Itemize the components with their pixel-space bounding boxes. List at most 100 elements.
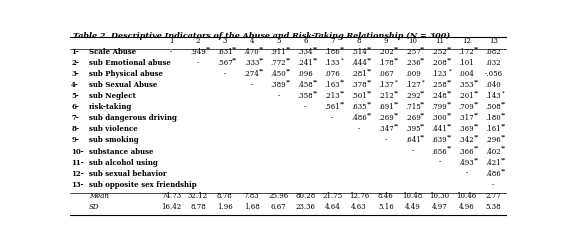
Text: .076: .076 xyxy=(324,70,340,78)
Text: .161: .161 xyxy=(485,126,501,134)
Text: 3: 3 xyxy=(222,37,227,45)
Text: .269: .269 xyxy=(405,114,421,122)
Text: 4.49: 4.49 xyxy=(405,203,421,211)
Text: **: ** xyxy=(367,90,372,96)
Text: .444: .444 xyxy=(351,59,367,67)
Text: **: ** xyxy=(447,124,453,129)
Text: 6: 6 xyxy=(303,37,307,45)
Text: 1.68: 1.68 xyxy=(244,203,260,211)
Text: -: - xyxy=(304,103,306,111)
Text: 12-: 12- xyxy=(72,170,84,178)
Text: **: ** xyxy=(259,68,265,73)
Text: 16.42: 16.42 xyxy=(161,203,181,211)
Text: **: ** xyxy=(233,46,238,51)
Text: **: ** xyxy=(501,146,506,151)
Text: risk-taking: risk-taking xyxy=(89,103,132,111)
Text: 8.78: 8.78 xyxy=(190,203,206,211)
Text: **: ** xyxy=(501,157,506,162)
Text: -: - xyxy=(412,148,414,156)
Text: .101: .101 xyxy=(458,59,474,67)
Text: .458: .458 xyxy=(297,81,313,89)
Text: -: - xyxy=(278,92,280,100)
Text: 21.75: 21.75 xyxy=(322,192,342,200)
Text: 2.77: 2.77 xyxy=(485,192,501,200)
Text: .641: .641 xyxy=(405,136,421,144)
Text: -: - xyxy=(492,181,494,189)
Text: 12.76: 12.76 xyxy=(349,192,369,200)
Text: 4-: 4- xyxy=(72,81,79,89)
Text: **: ** xyxy=(421,135,426,140)
Text: .514: .514 xyxy=(351,48,367,56)
Text: .269: .269 xyxy=(378,114,394,122)
Text: .421: .421 xyxy=(485,158,501,166)
Text: 4.63: 4.63 xyxy=(351,203,367,211)
Text: **: ** xyxy=(447,57,453,62)
Text: .067: .067 xyxy=(378,70,394,78)
Text: 5.38: 5.38 xyxy=(485,203,501,211)
Text: **: ** xyxy=(421,113,426,118)
Text: sub dangerous driving: sub dangerous driving xyxy=(89,114,177,122)
Text: .178: .178 xyxy=(378,59,394,67)
Text: .334: .334 xyxy=(298,48,313,56)
Text: **: ** xyxy=(501,113,506,118)
Text: **: ** xyxy=(286,80,291,84)
Text: **: ** xyxy=(474,146,479,151)
Text: 12: 12 xyxy=(462,37,471,45)
Text: 9-: 9- xyxy=(72,136,79,144)
Text: .450: .450 xyxy=(271,70,287,78)
Text: **: ** xyxy=(286,46,291,51)
Text: .213: .213 xyxy=(324,92,340,100)
Text: **: ** xyxy=(447,102,453,106)
Text: .508: .508 xyxy=(485,103,501,111)
Text: **: ** xyxy=(286,57,291,62)
Text: .202: .202 xyxy=(378,48,394,56)
Text: 4: 4 xyxy=(249,37,254,45)
Text: **: ** xyxy=(339,90,345,96)
Text: .281: .281 xyxy=(351,70,367,78)
Text: .799: .799 xyxy=(432,103,448,111)
Text: .567: .567 xyxy=(217,59,233,67)
Text: .296: .296 xyxy=(485,136,501,144)
Text: .353: .353 xyxy=(459,81,474,89)
Text: **: ** xyxy=(474,157,479,162)
Text: .709: .709 xyxy=(458,103,474,111)
Text: Table 2  Descriptive Indicators of the Abuse and Risk-Taking Relationship (N = 3: Table 2 Descriptive Indicators of the Ab… xyxy=(73,32,450,40)
Text: .656: .656 xyxy=(432,148,448,156)
Text: .258: .258 xyxy=(432,81,448,89)
Text: 25.96: 25.96 xyxy=(269,192,289,200)
Text: *: * xyxy=(395,80,397,84)
Text: **: ** xyxy=(367,102,372,106)
Text: sub Emotional abuse: sub Emotional abuse xyxy=(89,59,171,67)
Text: SD: SD xyxy=(89,203,100,211)
Text: .212: .212 xyxy=(378,92,394,100)
Text: **: ** xyxy=(474,46,479,51)
Text: **: ** xyxy=(394,124,399,129)
Text: .347: .347 xyxy=(378,126,394,134)
Text: -: - xyxy=(170,48,172,56)
Text: -: - xyxy=(196,59,199,67)
Text: Mean: Mean xyxy=(89,192,109,200)
Text: **: ** xyxy=(474,80,479,84)
Text: .715: .715 xyxy=(405,103,421,111)
Text: 7: 7 xyxy=(330,37,334,45)
Text: -: - xyxy=(385,136,387,144)
Text: .133: .133 xyxy=(324,59,340,67)
Text: 32.12: 32.12 xyxy=(188,192,208,200)
Text: 4.97: 4.97 xyxy=(432,203,448,211)
Text: .639: .639 xyxy=(432,136,448,144)
Text: **: ** xyxy=(421,124,426,129)
Text: .470: .470 xyxy=(244,48,260,56)
Text: .333: .333 xyxy=(244,59,260,67)
Text: .123: .123 xyxy=(432,70,448,78)
Text: **: ** xyxy=(447,46,453,51)
Text: sub Neglect: sub Neglect xyxy=(89,92,136,100)
Text: .378: .378 xyxy=(351,81,367,89)
Text: **: ** xyxy=(474,113,479,118)
Text: 5-: 5- xyxy=(72,92,79,100)
Text: **: ** xyxy=(421,90,426,96)
Text: 5.16: 5.16 xyxy=(378,203,394,211)
Text: .248: .248 xyxy=(432,92,448,100)
Text: 4.64: 4.64 xyxy=(324,203,340,211)
Text: .004: .004 xyxy=(458,70,474,78)
Text: .257: .257 xyxy=(405,48,421,56)
